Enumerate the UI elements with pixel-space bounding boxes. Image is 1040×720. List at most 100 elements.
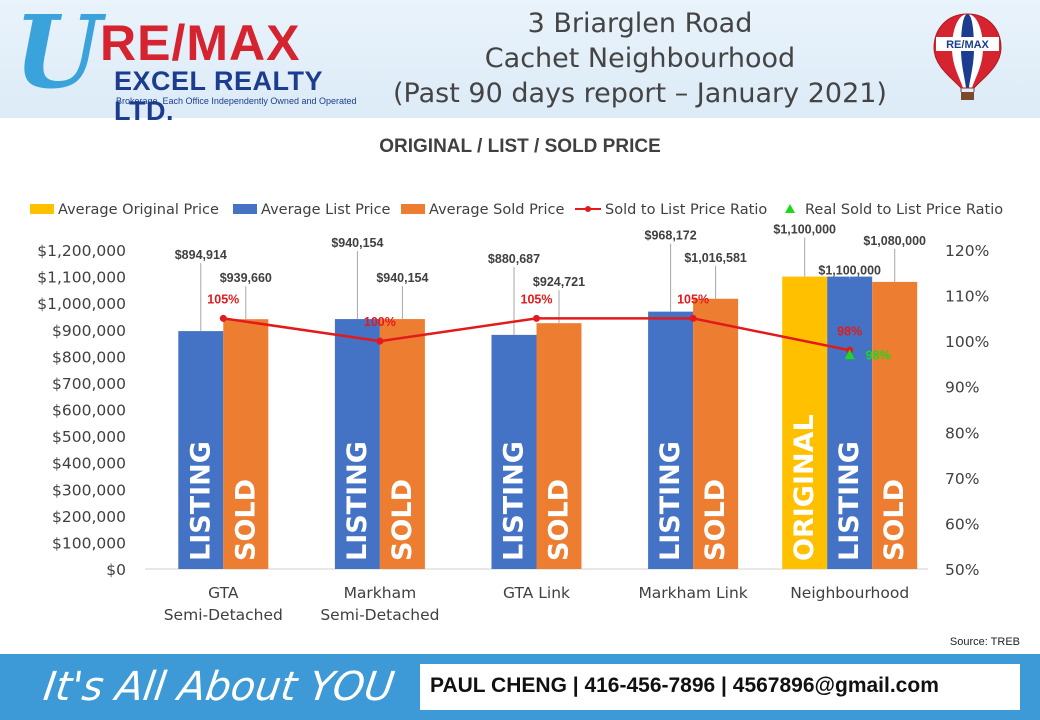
value-label-list: $1,100,000 bbox=[818, 264, 881, 278]
legend-item-sold: Average Sold Price bbox=[401, 200, 564, 220]
ratio-label: 105% bbox=[521, 292, 553, 306]
contact-box: PAUL CHENG | 416-456-7896 | 4567896@gmai… bbox=[420, 664, 1020, 710]
header-banner: U RE/MAX EXCEL REALTY LTD. Brokerage. Ea… bbox=[0, 0, 1040, 126]
value-label-sold: $940,154 bbox=[376, 271, 428, 285]
bar-list bbox=[648, 311, 694, 569]
y-left-tick-label: $500,000 bbox=[52, 428, 126, 446]
y-left-tick-label: $200,000 bbox=[52, 508, 126, 526]
y-right-tick-label: 100% bbox=[945, 333, 989, 351]
ratio-label: 100% bbox=[364, 315, 396, 329]
legend-item-real-ratio: Real Sold to List Price Ratio bbox=[777, 200, 1003, 220]
x-category-label: GTA Link bbox=[503, 584, 570, 602]
bar-text-list: LISTING bbox=[185, 441, 216, 561]
y-left-tick-label: $700,000 bbox=[52, 375, 126, 393]
bar-list bbox=[178, 331, 224, 569]
report-title-line-1: 3 Briarglen Road bbox=[527, 8, 753, 39]
legend-swatch-sold bbox=[401, 204, 425, 214]
bar-text-list: LISTING bbox=[499, 441, 530, 561]
logo-tagline: Brokerage. Each Office Independently Own… bbox=[116, 96, 357, 106]
bar-text-list: LISTING bbox=[342, 441, 373, 561]
y-right-tick-label: 50% bbox=[945, 561, 979, 579]
logo-brand: RE/MAX bbox=[100, 15, 301, 71]
chart-title: ORIGINAL / LIST / SOLD PRICE bbox=[379, 136, 661, 157]
y-left-tick-label: $900,000 bbox=[52, 322, 126, 340]
x-category-label: Semi-Detached bbox=[164, 606, 283, 624]
bar-text-original: ORIGINAL bbox=[789, 414, 820, 561]
value-label-original: $1,100,000 bbox=[773, 223, 836, 237]
bar-sold bbox=[536, 323, 582, 569]
y-left-tick-label: $0 bbox=[106, 561, 126, 579]
legend-swatch-real-ratio bbox=[785, 203, 795, 213]
y-right-tick-label: 110% bbox=[945, 288, 989, 306]
remax-excel-logo: U RE/MAX EXCEL REALTY LTD. Brokerage. Ea… bbox=[10, 2, 380, 126]
bar-text-sold: SOLD bbox=[544, 479, 575, 561]
ratio-point bbox=[376, 337, 384, 345]
source-note: Source: TREB bbox=[949, 636, 1020, 648]
value-label-list: $880,687 bbox=[488, 252, 540, 266]
y-right-tick-label: 70% bbox=[945, 470, 979, 488]
y-right-tick-label: 90% bbox=[945, 379, 979, 397]
bar-text-sold: SOLD bbox=[879, 479, 910, 561]
x-category-label: Markham bbox=[344, 584, 417, 602]
y-left-tick-label: $300,000 bbox=[52, 481, 126, 499]
bar-list bbox=[827, 276, 873, 569]
balloon-icon: RE/MAX bbox=[933, 13, 1002, 100]
y-left-tick-label: $1,200,000 bbox=[37, 242, 126, 260]
legend-item-original: Average Original Price bbox=[30, 200, 219, 220]
y-left-tick-label: $600,000 bbox=[52, 402, 126, 420]
y-right-tick-label: 60% bbox=[945, 515, 979, 533]
legend-item-list: Average List Price bbox=[233, 200, 390, 220]
logo-office-name: EXCEL REALTY LTD. bbox=[114, 66, 323, 126]
legend-label-sold: Average Sold Price bbox=[429, 202, 565, 218]
x-category-label: Neighbourhood bbox=[790, 584, 909, 602]
legend-label-list: Average List Price bbox=[261, 202, 391, 218]
bar-original bbox=[782, 276, 828, 569]
legend-label-ratio: Sold to List Price Ratio bbox=[605, 202, 768, 218]
y-left-tick-label: $800,000 bbox=[52, 348, 126, 366]
value-label-sold: $924,721 bbox=[533, 275, 585, 289]
report-title-line-3: (Past 90 days report – January 2021) bbox=[393, 78, 887, 109]
bar-text-sold: SOLD bbox=[230, 479, 261, 561]
bar-sold bbox=[693, 298, 739, 569]
y-right-tick-label: 80% bbox=[945, 424, 979, 442]
y-left-tick-label: $100,000 bbox=[52, 534, 126, 552]
balloon-label: RE/MAX bbox=[946, 39, 989, 51]
legend-swatch-original bbox=[30, 204, 54, 214]
ratio-label: 98% bbox=[837, 324, 862, 338]
x-category-label: GTA bbox=[208, 584, 239, 602]
real-ratio-marker bbox=[844, 349, 855, 360]
value-label-sold: $939,660 bbox=[220, 271, 272, 285]
y-left-tick-label: $1,000,000 bbox=[37, 295, 126, 313]
legend-item-ratio: Sold to List Price Ratio bbox=[575, 200, 767, 220]
ratio-label: 105% bbox=[677, 292, 709, 306]
bar-sold bbox=[379, 319, 425, 569]
value-label-sold: $1,016,581 bbox=[684, 251, 747, 265]
bar-sold bbox=[872, 281, 918, 569]
price-chart: $0 $100,000 $200,000 $300,000 $400,000 $500,0… bbox=[37, 223, 989, 624]
bar-text-sold: SOLD bbox=[700, 479, 731, 561]
y-right-tick-label: 120% bbox=[945, 242, 989, 260]
x-category-label: Markham Link bbox=[638, 584, 747, 602]
bar-list bbox=[334, 319, 380, 569]
legend-label-real-ratio: Real Sold to List Price Ratio bbox=[805, 202, 1004, 218]
bar-text-sold: SOLD bbox=[387, 479, 418, 561]
contact-info: PAUL CHENG | 416-456-7896 | 4567896@gmai… bbox=[430, 674, 939, 697]
ratio-point bbox=[533, 314, 540, 322]
ratio-point bbox=[219, 314, 227, 322]
value-label-list: $968,172 bbox=[645, 229, 697, 243]
legend-swatch-list bbox=[233, 204, 257, 214]
value-label-list: $940,154 bbox=[331, 236, 383, 250]
legend-swatch-ratio bbox=[575, 206, 601, 212]
report-title-line-2: Cachet Neighbourhood bbox=[484, 43, 796, 74]
x-category-label: Semi-Detached bbox=[320, 606, 439, 624]
value-label-sold: $1,080,000 bbox=[863, 234, 926, 248]
bar-list bbox=[491, 334, 537, 569]
ratio-label: 105% bbox=[207, 292, 239, 306]
legend-label-original: Average Original Price bbox=[58, 202, 219, 218]
real-ratio-label: 98% bbox=[866, 348, 891, 362]
y-left-tick-label: $400,000 bbox=[52, 455, 126, 473]
value-label-list: $894,914 bbox=[175, 248, 227, 262]
slogan: It's All About YOU bbox=[40, 664, 398, 710]
bar-text-list: LISTING bbox=[834, 441, 865, 561]
ratio-point bbox=[689, 314, 697, 322]
